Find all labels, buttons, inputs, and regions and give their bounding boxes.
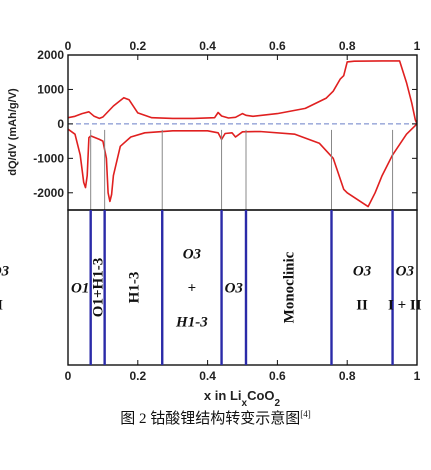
y-axis-title: dQ/dV (mAh/g/V) xyxy=(7,88,19,176)
x-tick-label: 0.4 xyxy=(199,369,216,383)
x-axis-formula: LixCoO2 xyxy=(230,388,281,409)
x-tick-label: 0.6 xyxy=(269,369,286,383)
phase-label-monoclinic: Monoclinic xyxy=(282,251,298,323)
x-tick-label: 0.8 xyxy=(339,369,356,383)
phase-label-o3-ii-line-1: O3 xyxy=(353,264,372,280)
top-x-tick-label: 0.6 xyxy=(269,39,286,53)
phase-plot-frame xyxy=(67,209,418,366)
phase-label-o3-i-line-2: I xyxy=(0,298,3,314)
y-tick-label: 0 xyxy=(57,117,64,131)
caption-text: 图 2 钴酸锂结构转变示意图 xyxy=(120,411,301,427)
y-tick-label: -1000 xyxy=(33,151,64,165)
phase-label-o3-i-ii-line-2: I + II xyxy=(388,298,422,314)
caption-ref: [4] xyxy=(300,409,311,419)
dqdv-series-1 xyxy=(68,60,417,125)
top-x-tick-label: 0.4 xyxy=(199,39,216,53)
x-tick-label: 0.2 xyxy=(129,369,146,383)
y-tick-label: 2000 xyxy=(37,48,64,62)
phase-label-o3-i-ii-line-1: O3 xyxy=(396,264,415,280)
y-tick-label: 1000 xyxy=(37,82,64,96)
phase-label-o3-h13-line-3: H1-3 xyxy=(175,315,208,331)
x-tick-label: 1 xyxy=(414,369,421,383)
top-x-tick-label: 0 xyxy=(65,39,72,53)
phase-label-o3-i-line-1: O3 xyxy=(0,264,10,280)
top-x-tick-label: 1 xyxy=(414,39,421,53)
phase-panel: 0 0.2 0.4 0.6 0.8 1 O1 O1+H1-3 H1-3 O3 + H1-3 O3 Mono… xyxy=(0,209,422,383)
phase-label-o3-h13-line-1: O3 xyxy=(183,247,202,263)
phase-label-o3-h13-line-2: + xyxy=(188,281,197,297)
x-axis-title: x in LixCoO2 xyxy=(204,388,281,409)
phase-label-o3-ii-line-2: II xyxy=(356,298,368,314)
phase-label-o1-h13: O1+H1-3 xyxy=(91,258,107,317)
phase-label-h13: H1-3 xyxy=(126,272,142,304)
figure-caption: 图 2 钴酸锂结构转变示意图[4] xyxy=(0,407,431,428)
phase-label-o3-a-line-1: O3 xyxy=(225,281,244,297)
top-x-tick-label: 0.2 xyxy=(129,39,146,53)
y-tick-label: -2000 xyxy=(33,186,64,200)
x-tick-label: 0 xyxy=(65,369,72,383)
top-x-tick-label: 0.8 xyxy=(339,39,356,53)
dqdv-series-2 xyxy=(68,123,417,208)
dqdv-panel: 0 0.2 0.4 0.6 0.8 1 2000 1000 0 -1000 -2000 xyxy=(33,39,421,211)
phase-label-o1-line-1: O1 xyxy=(71,281,89,297)
